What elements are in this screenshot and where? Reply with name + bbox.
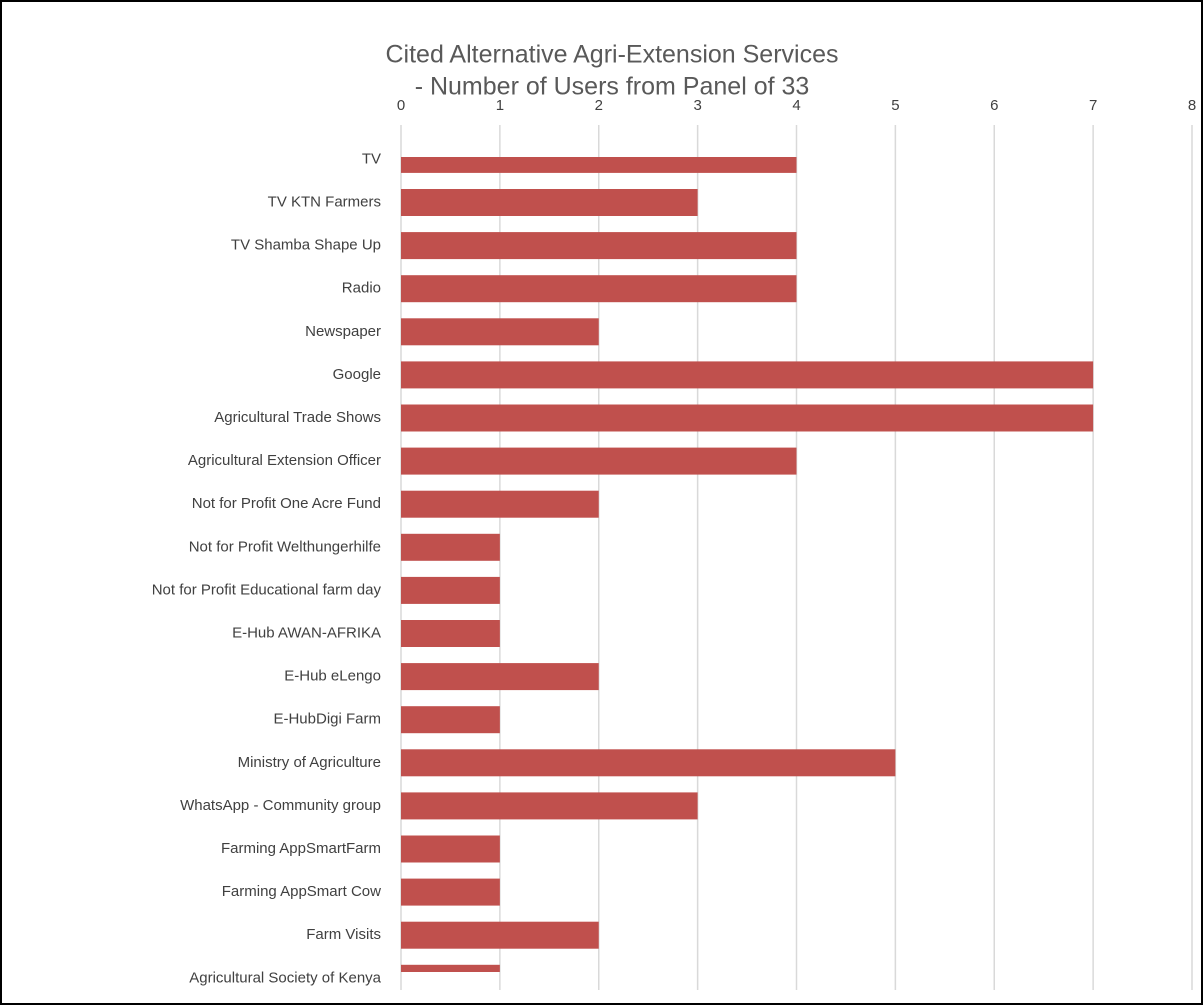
bar xyxy=(401,706,500,734)
y-tick-label: Farming AppSmart Cow xyxy=(222,883,381,900)
y-tick-label: E-HubDigi Farm xyxy=(273,711,381,728)
y-tick-label: Agricultural Society of Kenya xyxy=(189,969,381,986)
y-tick-label: Not for Profit Educational farm day xyxy=(152,581,382,598)
x-tick-label: 1 xyxy=(496,97,504,114)
x-tick-label: 0 xyxy=(397,97,405,114)
bar xyxy=(401,490,599,518)
y-tick-label: Farming AppSmartFarm xyxy=(221,840,381,857)
bar xyxy=(401,835,500,863)
y-tick-label: E-Hub AWAN-AFRIKA xyxy=(232,624,381,641)
bar xyxy=(401,964,500,972)
bar xyxy=(401,749,896,777)
bar xyxy=(401,533,500,561)
bar xyxy=(401,663,599,691)
x-tick-label: 5 xyxy=(891,97,899,114)
y-tick-label: WhatsApp - Community group xyxy=(180,797,381,814)
y-tick-label: TV xyxy=(362,150,381,167)
chart-title: Cited Alternative Agri-Extension Service… xyxy=(386,41,839,69)
bar xyxy=(401,792,698,820)
y-tick-label: TV KTN Farmers xyxy=(268,193,381,210)
bar xyxy=(401,404,1094,432)
bar xyxy=(401,620,500,647)
bar xyxy=(401,318,599,346)
y-tick-label: TV Shamba Shape Up xyxy=(231,237,381,254)
y-tick-label: Ministry of Agriculture xyxy=(238,754,381,771)
bar xyxy=(401,232,797,260)
y-tick-label: Farm Visits xyxy=(306,926,381,943)
bar xyxy=(401,189,698,216)
x-tick-label: 4 xyxy=(792,97,800,114)
y-tick-label: Radio xyxy=(342,280,381,297)
chart-title: - Number of Users from Panel of 33 xyxy=(415,73,810,101)
y-tick-label: E-Hub eLengo xyxy=(284,668,381,685)
bar xyxy=(401,878,500,906)
y-tick-label: Agricultural Trade Shows xyxy=(214,409,381,426)
x-tick-label: 7 xyxy=(1089,97,1097,114)
x-tick-label: 6 xyxy=(990,97,998,114)
bar xyxy=(401,921,599,949)
bar xyxy=(401,576,500,604)
x-tick-label: 3 xyxy=(693,97,701,114)
y-tick-label: Not for Profit Welthungerhilfe xyxy=(189,538,381,555)
y-tick-label: Newspaper xyxy=(305,323,381,340)
x-tick-label: 2 xyxy=(595,97,603,114)
x-tick-label: 8 xyxy=(1188,97,1196,114)
bar xyxy=(401,361,1094,389)
bar xyxy=(401,275,797,303)
y-tick-label: Agricultural Extension Officer xyxy=(188,452,381,469)
bar xyxy=(401,447,797,475)
y-tick-label: Google xyxy=(333,366,381,383)
y-tick-label: Not for Profit One Acre Fund xyxy=(192,495,381,512)
bar xyxy=(401,157,797,173)
